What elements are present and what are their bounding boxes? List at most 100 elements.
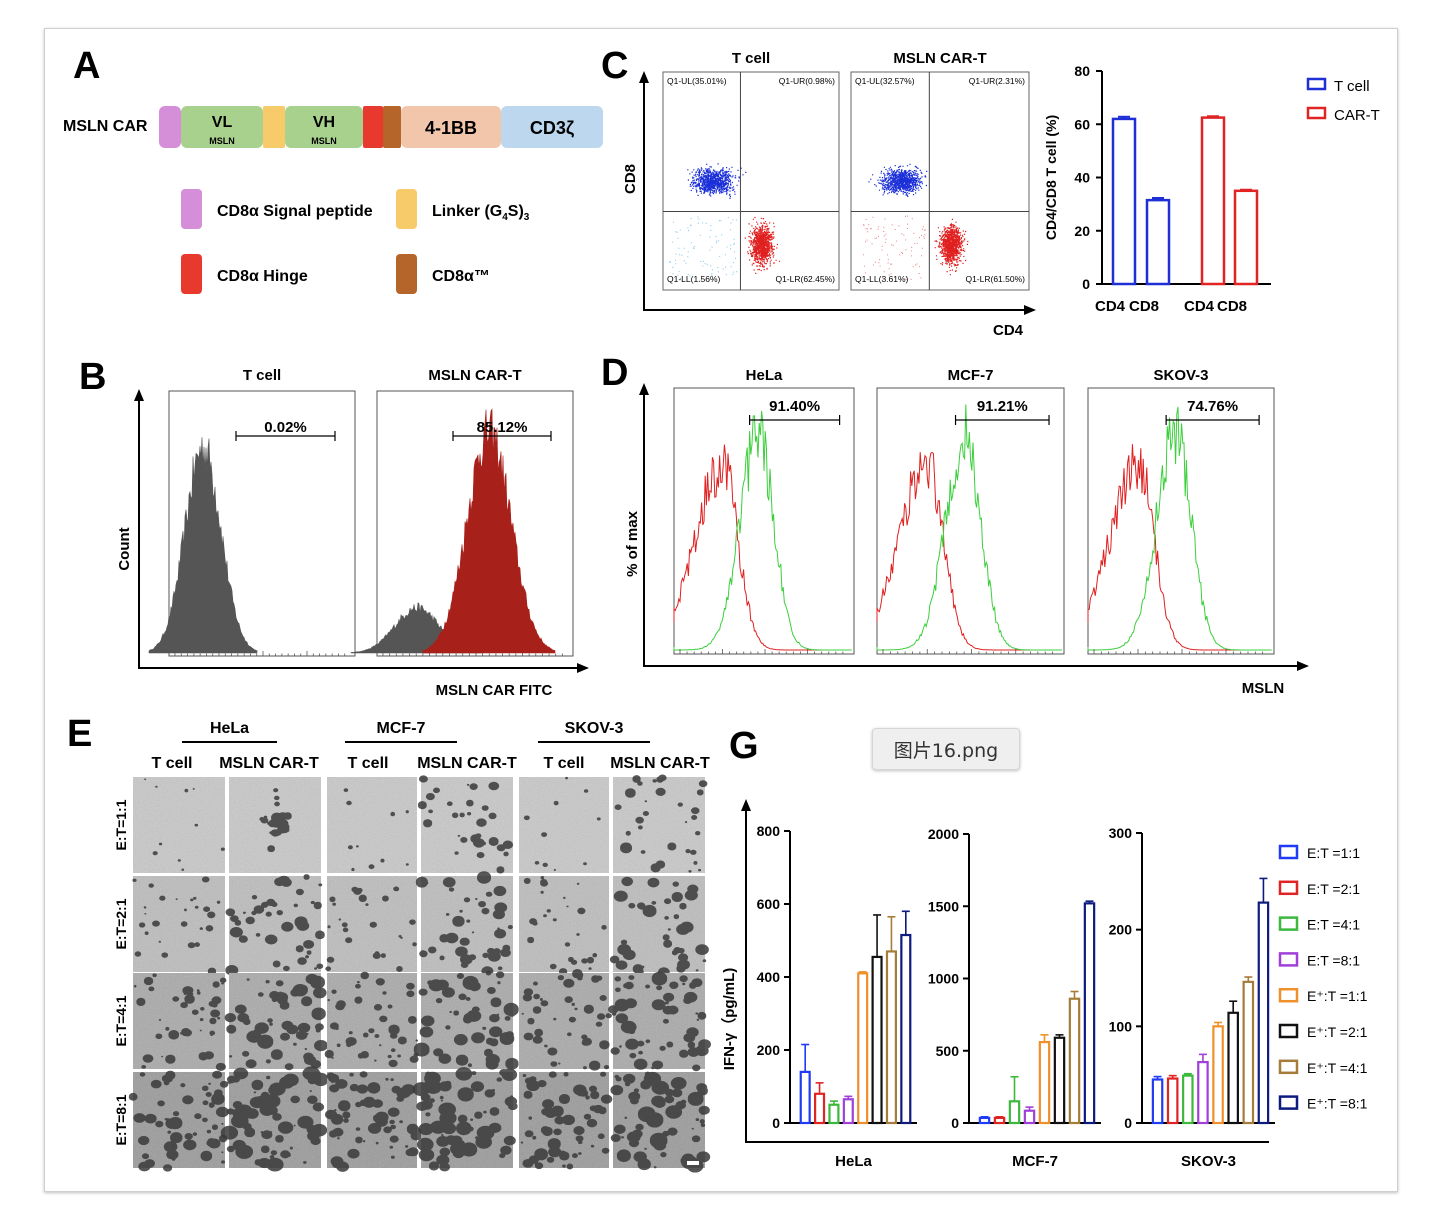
segment-label: VL bbox=[212, 114, 233, 131]
legend-label: E⁺:T =1:1 bbox=[1307, 988, 1368, 1004]
bar bbox=[799, 1070, 811, 1125]
legend-swatch bbox=[1278, 916, 1299, 931]
legend-swatch bbox=[1278, 880, 1299, 896]
bar bbox=[842, 1098, 854, 1125]
legend-swatch bbox=[181, 254, 202, 294]
cell-clusters bbox=[225, 874, 325, 976]
cell-clusters bbox=[224, 973, 328, 1071]
bar-ylabel: CD4/CD8 T cell (%) bbox=[1043, 115, 1059, 240]
gate-percent: 74.76% bbox=[1187, 398, 1238, 415]
figure-canvas: A MSLN CAR VL MSLN VH MSLN 4-1BB CD3ζ CD8α Si… bbox=[63, 45, 1380, 1173]
y-tick-label: 1000 bbox=[928, 971, 959, 987]
quadrant-ur: Q1-UR(0.98%) bbox=[779, 76, 835, 86]
y-tick-label: 100 bbox=[1109, 1018, 1133, 1034]
quadrant-ll: Q1-LL(3.61%) bbox=[855, 274, 909, 284]
segment-sublabel: MSLN bbox=[311, 136, 337, 146]
bar bbox=[1038, 1040, 1051, 1125]
construct-segment bbox=[383, 106, 401, 148]
bar bbox=[1166, 1077, 1179, 1125]
panel-d: D % of max MSLN HeLa 91.40% MCF-7 91.21% SKO… bbox=[601, 352, 1309, 697]
filename-tooltip: 图片16.png bbox=[872, 728, 1020, 770]
row-label: E:T=4:1 bbox=[113, 995, 129, 1046]
ifn-ylabel: IFN-γ（pg/mL) bbox=[720, 968, 738, 1071]
y-tick-label: 300 bbox=[1109, 825, 1133, 841]
ifn-legend: E:T =1:1 E:T =2:1 E:T =4:1 E:T =8:1 E⁺:T =1:… bbox=[1278, 844, 1368, 1112]
panel-letter-e: E bbox=[67, 713, 92, 755]
bar bbox=[1023, 1109, 1036, 1125]
axis-arrow bbox=[741, 799, 751, 811]
bar bbox=[871, 955, 883, 1125]
group-label: MCF-7 bbox=[377, 720, 426, 737]
legend-label: E⁺:T =4:1 bbox=[1307, 1060, 1368, 1076]
scatter-dots bbox=[863, 215, 926, 280]
bar bbox=[993, 1116, 1006, 1125]
group-label: HeLa bbox=[210, 720, 249, 737]
histogram-title: HeLa bbox=[746, 367, 783, 384]
panel-letter-d: D bbox=[601, 352, 628, 394]
bar bbox=[1008, 1100, 1021, 1125]
y-tick-label: 600 bbox=[757, 896, 781, 912]
axis-arrow bbox=[639, 383, 649, 395]
micrograph bbox=[519, 776, 609, 873]
legend-swatch bbox=[181, 189, 202, 229]
micrograph bbox=[324, 971, 419, 1069]
gate-percent: 0.02% bbox=[264, 419, 307, 436]
micrograph-grain bbox=[327, 973, 417, 1069]
micrograph bbox=[412, 1067, 518, 1172]
cell-clusters bbox=[128, 1070, 229, 1172]
bar bbox=[1227, 1011, 1239, 1125]
micrograph bbox=[133, 973, 227, 1071]
construct-segment bbox=[501, 106, 603, 148]
micrograph bbox=[609, 876, 709, 977]
y-tick-label: 500 bbox=[936, 1043, 960, 1059]
legend-label: E⁺:T =2:1 bbox=[1307, 1024, 1368, 1040]
cd8-cluster bbox=[687, 163, 747, 199]
quadrant-lr: Q1-LR(62.45%) bbox=[775, 274, 835, 284]
micrograph bbox=[132, 876, 225, 976]
row-label: E:T=2:1 bbox=[113, 898, 129, 949]
bar bbox=[1111, 117, 1137, 286]
legend-swatch bbox=[1278, 952, 1299, 967]
axis-arrow bbox=[134, 389, 144, 401]
column-label: MSLN CAR-T bbox=[219, 755, 319, 772]
y-tick-label: 200 bbox=[757, 1042, 781, 1058]
segment-sublabel: MSLN bbox=[209, 136, 235, 146]
construct-segment bbox=[401, 106, 501, 148]
legend-label: Linker (G4S)3 bbox=[432, 203, 530, 223]
bar bbox=[1197, 1060, 1209, 1125]
panel-d-ylabel: % of max bbox=[624, 510, 641, 577]
legend-label: CD8α Signal peptide bbox=[217, 203, 373, 220]
group-label: SKOV-3 bbox=[565, 720, 624, 737]
construct-segment bbox=[363, 106, 383, 148]
y-tick-label: 800 bbox=[757, 823, 781, 839]
micrograph bbox=[229, 777, 321, 873]
panel-letter-a: A bbox=[73, 45, 100, 87]
segment-label: 4-1BB bbox=[425, 118, 477, 138]
panel-c-ylabel: CD8 bbox=[622, 164, 639, 194]
bar bbox=[1068, 997, 1081, 1125]
y-tick-label: 400 bbox=[757, 969, 781, 985]
legend-swatch bbox=[1278, 987, 1299, 1003]
panel-b-ylabel: Count bbox=[116, 527, 133, 570]
quadrant-ur: Q1-UR(2.31%) bbox=[969, 76, 1025, 86]
bar bbox=[1145, 198, 1171, 286]
row-label: E:T=1:1 bbox=[113, 799, 129, 850]
histogram-peak bbox=[422, 408, 556, 654]
cell-clusters bbox=[325, 1071, 423, 1172]
panel-b: B Count MSLN CAR FITC T cell 0.02% MSLN CA… bbox=[79, 356, 589, 699]
construct-segment bbox=[159, 106, 181, 148]
histogram-curve bbox=[1087, 406, 1272, 651]
micrograph bbox=[225, 874, 325, 976]
histogram-title: SKOV-3 bbox=[1153, 367, 1208, 384]
construct-segment bbox=[181, 106, 263, 148]
construct-bar: VL MSLN VH MSLN 4-1BB CD3ζ bbox=[159, 106, 603, 148]
panel-c-xlabel: CD4 bbox=[993, 322, 1024, 339]
histogram-title: MCF-7 bbox=[948, 367, 994, 384]
axis-arrow bbox=[1297, 661, 1309, 671]
micrograph bbox=[613, 774, 708, 873]
y-tick-label: 200 bbox=[1109, 922, 1133, 938]
histogram-frame bbox=[876, 387, 1065, 655]
micrograph bbox=[325, 1071, 423, 1172]
panel-c: C CD8 CD4 T cell Q1-UL(35.01%) Q1-UR(0.98%… bbox=[601, 45, 1380, 339]
column-label: MSLN CAR-T bbox=[417, 755, 517, 772]
